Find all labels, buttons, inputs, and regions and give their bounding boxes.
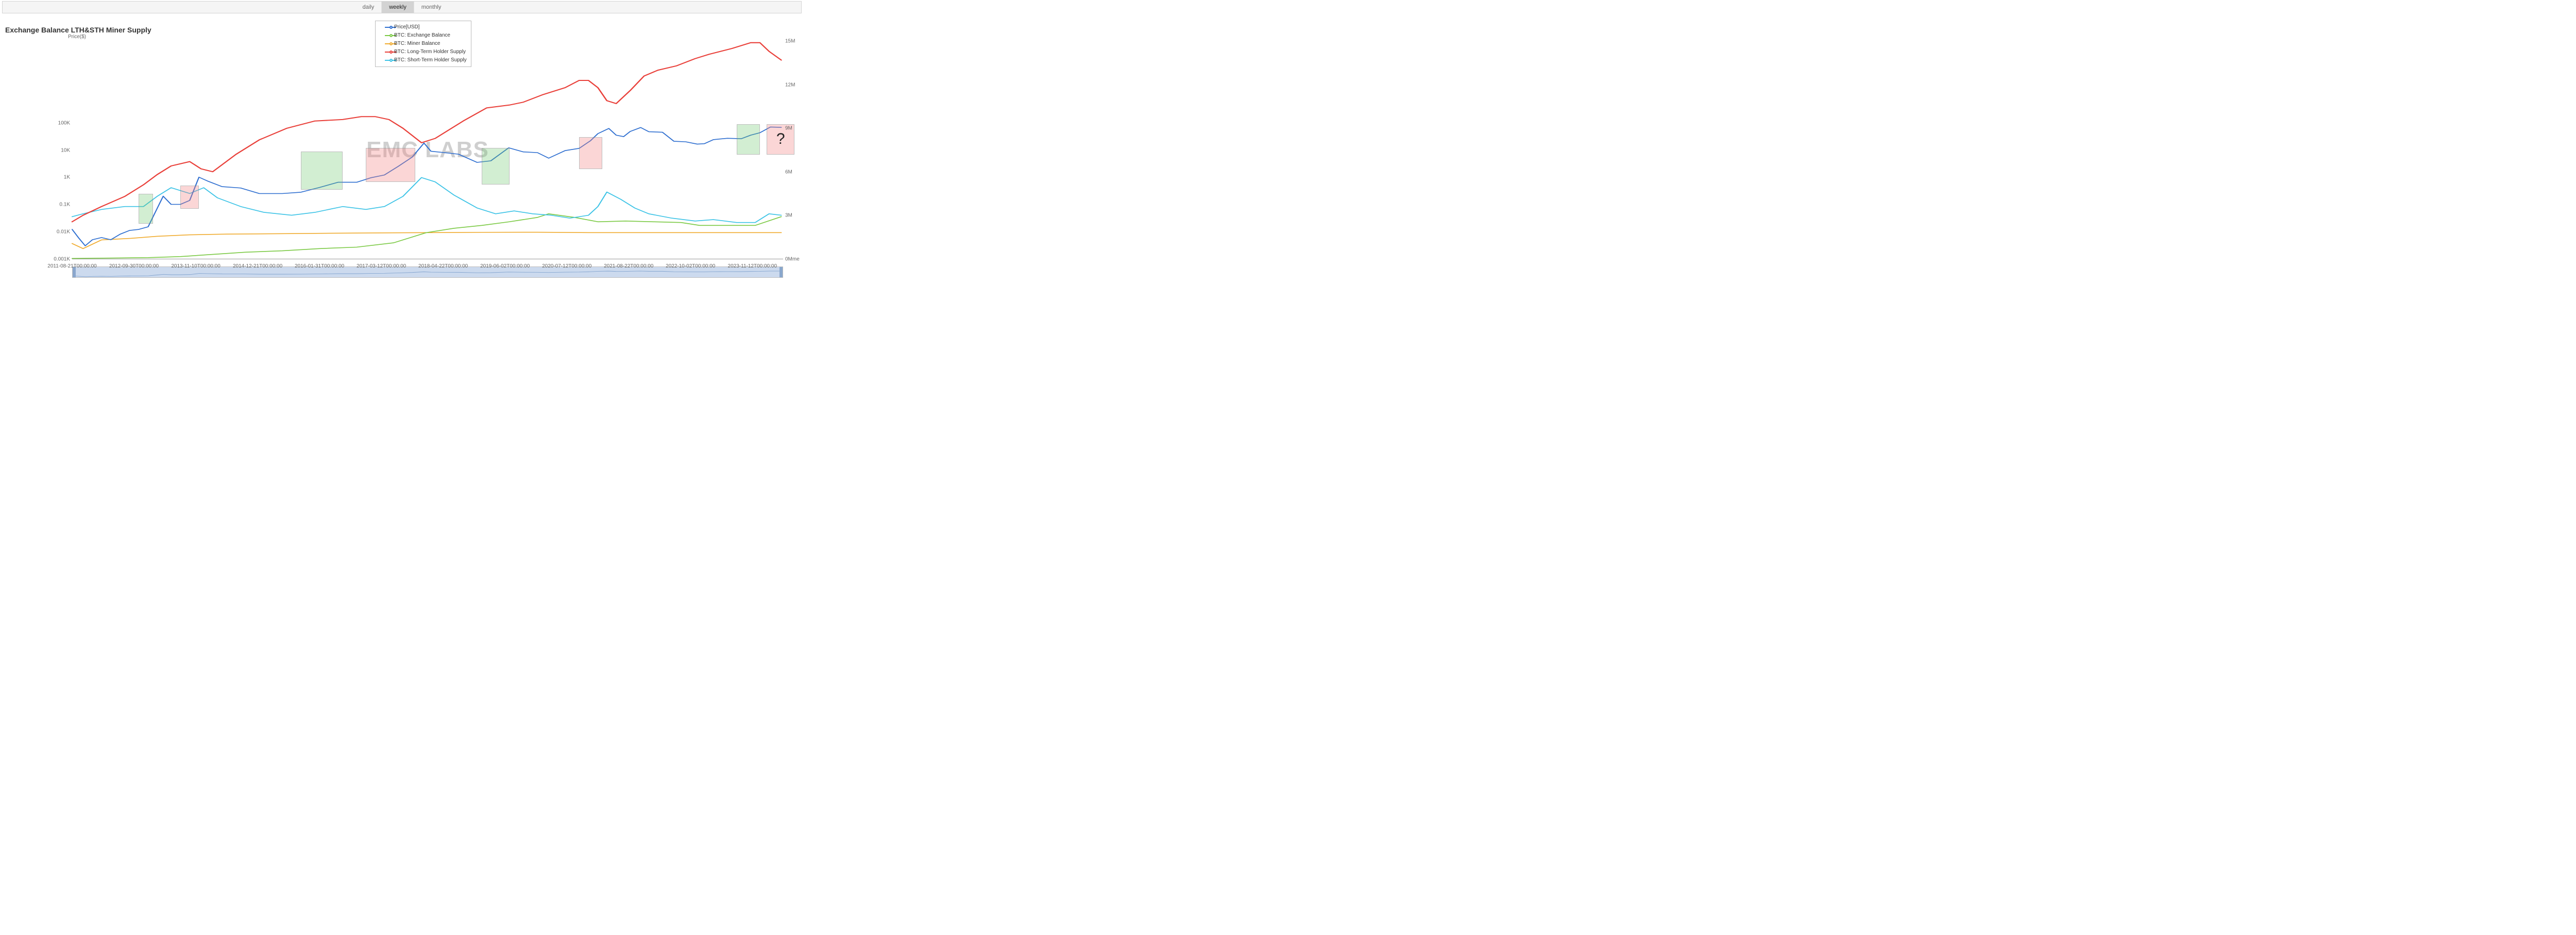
x-tick: 2014-12-21T00:00:00	[233, 263, 282, 269]
y-left-tick: 0.001K	[54, 257, 70, 262]
y-right-tick: 6M	[785, 169, 792, 175]
series-sth	[72, 177, 781, 222]
series-price	[72, 127, 781, 245]
timeframe-tab-weekly[interactable]: weekly	[381, 2, 414, 13]
x-tick: 2019-06-02T00:00:00	[480, 263, 530, 269]
x-tick: 2022-10-02T00:00:00	[666, 263, 715, 269]
y-right-tick: 9M	[785, 126, 792, 131]
x-tick: 2020-07-12T00:00:00	[542, 263, 591, 269]
x-tick: 2013-11-10T00:00:00	[171, 263, 220, 269]
legend-item-price[interactable]: Price[USD]	[380, 23, 467, 31]
series-exch	[72, 214, 781, 259]
y-left-tick: 0.1K	[59, 202, 70, 208]
legend-swatch-icon	[380, 25, 391, 30]
y-left-tick: 100K	[58, 120, 70, 126]
y-axis-left-label: Price($)	[68, 34, 86, 40]
highlight-box-green	[139, 194, 152, 224]
x-tick: 2011-08-21T00:00:00	[47, 263, 96, 269]
timeframe-tab-monthly[interactable]: monthly	[414, 2, 449, 13]
timeframe-bar: dailyweeklymonthly	[2, 1, 802, 13]
x-tick: 2021-08-22T00:00:00	[604, 263, 653, 269]
y-right-tick: 12M	[785, 82, 795, 88]
x-tick: 2016-01-31T00:00:00	[295, 263, 344, 269]
y-left-tick: 0.01K	[57, 229, 70, 235]
timeframe-tab-daily[interactable]: daily	[355, 2, 382, 13]
y-right-tick: 3M	[785, 213, 792, 219]
x-tick: 2017-03-12T00:00:00	[357, 263, 406, 269]
legend-label: BTC: Exchange Balance	[394, 31, 450, 40]
legend-swatch-icon	[380, 33, 391, 38]
highlight-box-red	[180, 186, 199, 209]
x-tick: 2023-11-12T00:00:00	[728, 263, 777, 269]
series-miner	[72, 232, 781, 249]
y-left-tick: 1K	[64, 175, 70, 180]
legend-label: Price[USD]	[394, 23, 419, 31]
highlight-box-red	[579, 137, 602, 169]
plot-area[interactable]: EMC LABS ?	[72, 41, 783, 259]
brush-handle-right[interactable]	[779, 267, 783, 277]
chart-container: Exchange Balance LTH&STH Miner Supply Pr…	[5, 26, 799, 281]
series-lth	[72, 43, 781, 222]
y-left-tick: 10K	[61, 147, 70, 153]
y-right-tick: 15M	[785, 39, 795, 44]
highlight-box-green	[482, 148, 510, 185]
legend-item-exch[interactable]: BTC: Exchange Balance	[380, 31, 467, 40]
highlight-box-green	[301, 152, 343, 190]
y-right-tick: 0Mme	[785, 257, 800, 262]
x-tick: 2018-04-22T00:00:00	[418, 263, 468, 269]
highlight-box-red	[366, 148, 415, 181]
highlight-box-green	[737, 124, 760, 155]
plot-svg	[72, 41, 783, 259]
x-tick: 2012-09-30T00:00:00	[109, 263, 159, 269]
